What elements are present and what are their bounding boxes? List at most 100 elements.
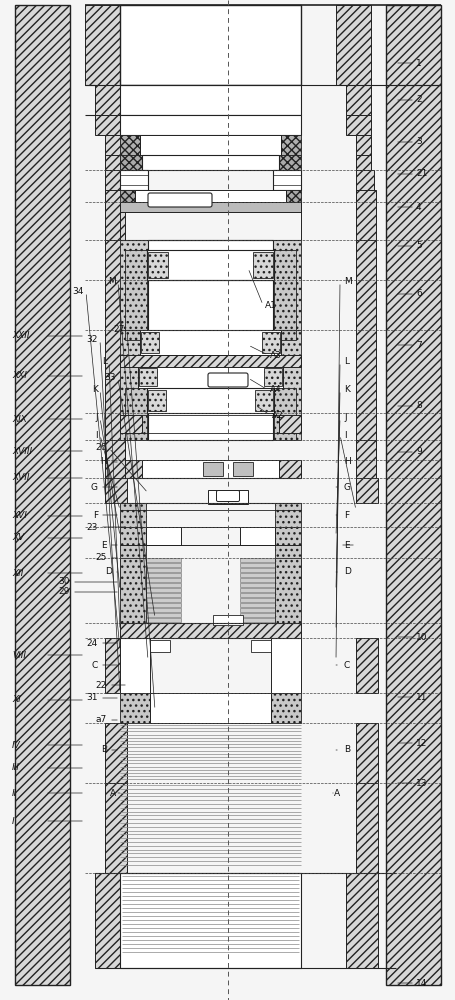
Text: C: C <box>343 660 349 670</box>
Text: F: F <box>343 510 349 520</box>
Bar <box>239 623 274 627</box>
Bar <box>135 190 285 202</box>
Bar <box>120 623 300 638</box>
Text: 21: 21 <box>415 169 426 178</box>
Bar <box>105 723 127 783</box>
Text: 23: 23 <box>86 522 98 532</box>
Bar <box>355 478 377 503</box>
Bar <box>120 240 148 440</box>
Text: C: C <box>91 660 98 670</box>
Bar <box>270 638 300 693</box>
Text: XVII: XVII <box>12 474 30 483</box>
Bar <box>283 356 295 366</box>
Text: 5: 5 <box>415 241 421 250</box>
Text: I: I <box>12 816 15 826</box>
Text: B: B <box>101 746 107 754</box>
Text: III: III <box>12 764 20 772</box>
Bar <box>273 388 295 440</box>
Bar <box>120 638 150 693</box>
Text: 9: 9 <box>415 448 421 456</box>
Text: A2: A2 <box>271 410 283 420</box>
Bar <box>85 5 120 85</box>
Bar <box>278 415 300 433</box>
FancyBboxPatch shape <box>216 490 239 502</box>
Bar <box>120 693 150 723</box>
Bar <box>120 202 300 212</box>
Bar <box>355 783 377 873</box>
Bar <box>146 608 181 612</box>
Bar <box>239 608 274 612</box>
Bar <box>212 615 243 625</box>
Bar <box>355 440 375 485</box>
Bar <box>120 190 135 205</box>
Text: I: I <box>95 430 98 440</box>
Bar <box>125 388 147 440</box>
Bar <box>105 478 127 503</box>
Bar <box>138 366 283 388</box>
Bar <box>355 638 377 693</box>
Bar <box>146 618 181 622</box>
Bar <box>146 573 181 577</box>
Bar <box>120 5 300 85</box>
Text: J: J <box>95 414 98 422</box>
Bar <box>239 598 274 602</box>
Text: XXI: XXI <box>12 371 27 380</box>
Bar <box>239 613 274 617</box>
Bar <box>274 558 300 623</box>
Bar <box>146 623 181 627</box>
Bar <box>285 190 300 205</box>
Bar <box>239 583 274 587</box>
Bar <box>239 573 274 577</box>
Bar <box>120 503 146 593</box>
FancyBboxPatch shape <box>148 193 212 207</box>
Text: M: M <box>108 277 116 286</box>
Bar <box>120 170 148 190</box>
Text: 24: 24 <box>86 639 98 648</box>
Bar <box>239 578 274 582</box>
Bar <box>273 240 300 440</box>
Text: XV: XV <box>12 534 24 542</box>
Bar <box>105 155 120 170</box>
Text: 6: 6 <box>415 290 421 298</box>
Bar <box>120 415 142 433</box>
Bar <box>207 490 248 504</box>
Text: 33: 33 <box>104 373 116 382</box>
Bar <box>140 135 280 155</box>
Bar <box>262 332 279 353</box>
Bar <box>273 170 300 190</box>
Bar <box>385 5 440 985</box>
Text: A: A <box>333 788 339 798</box>
Bar <box>250 640 270 652</box>
Bar <box>355 155 370 170</box>
Text: I: I <box>343 430 346 440</box>
Bar <box>202 462 222 476</box>
Text: 30: 30 <box>58 578 70 586</box>
Bar <box>355 723 377 783</box>
Bar <box>125 356 136 366</box>
Bar <box>105 135 120 160</box>
Bar <box>141 332 159 353</box>
Bar <box>263 368 281 386</box>
Text: 25: 25 <box>96 554 107 562</box>
Bar <box>142 460 278 478</box>
Text: D: D <box>105 568 112 576</box>
Text: XXII: XXII <box>12 332 30 340</box>
Bar <box>120 115 300 135</box>
Text: D: D <box>343 568 350 576</box>
Bar <box>120 355 300 367</box>
Bar <box>125 250 147 340</box>
Text: 29: 29 <box>59 587 70 596</box>
Bar <box>254 390 273 411</box>
Text: XII: XII <box>12 568 23 578</box>
Bar <box>280 135 300 155</box>
Text: A3: A3 <box>269 351 281 360</box>
Text: K: K <box>343 385 349 394</box>
Text: 2: 2 <box>415 96 421 104</box>
Text: IV: IV <box>12 740 21 750</box>
Text: H: H <box>343 458 350 466</box>
Bar <box>139 368 157 386</box>
Bar <box>239 568 274 572</box>
Bar <box>15 5 70 985</box>
Bar <box>120 85 300 115</box>
Bar <box>120 558 146 623</box>
